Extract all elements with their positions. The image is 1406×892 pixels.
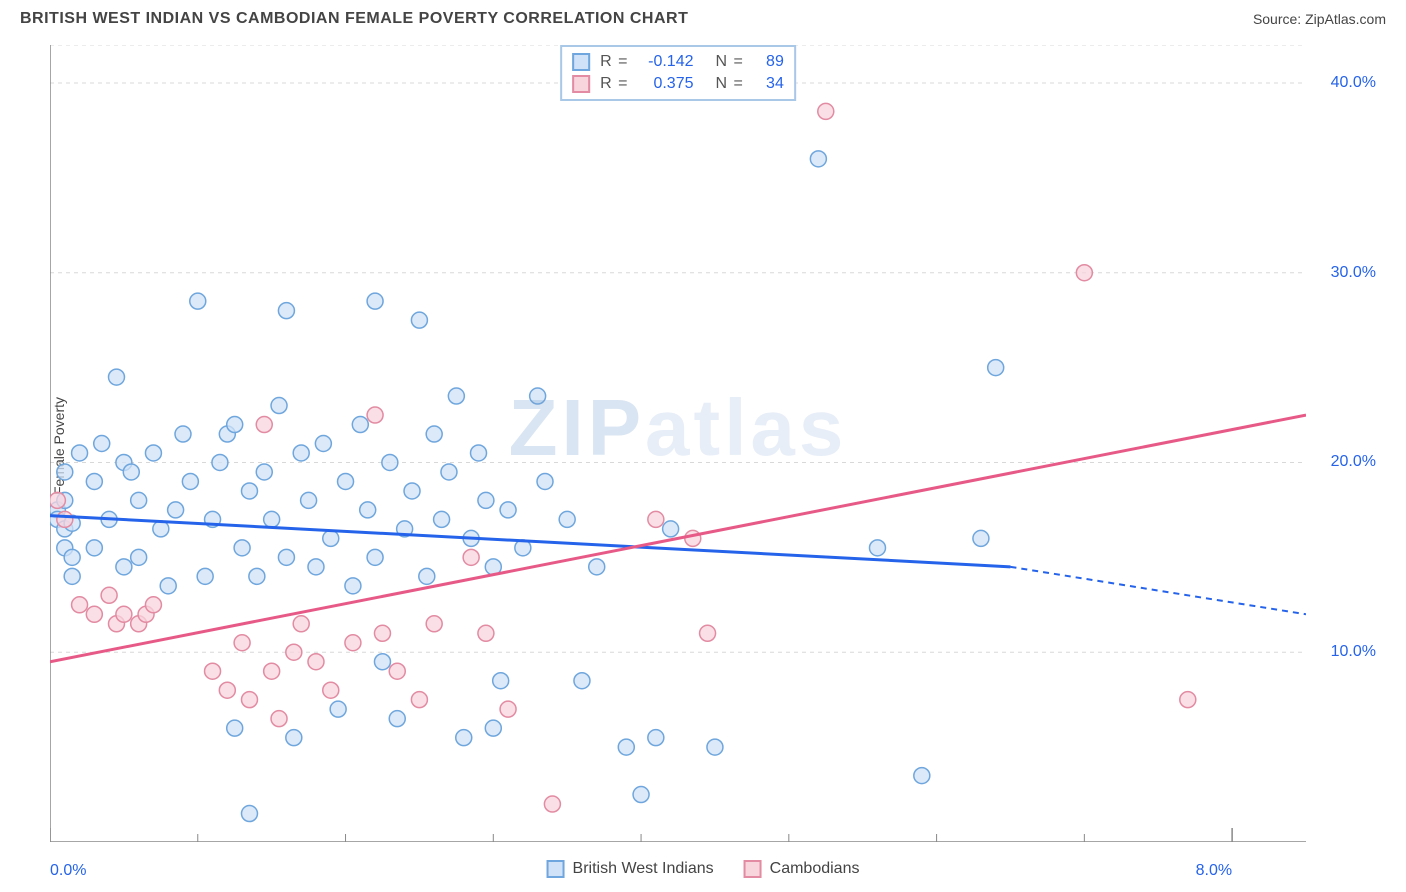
x-tick-label: 0.0% bbox=[50, 862, 86, 880]
stat-r-label: R = bbox=[600, 53, 628, 71]
stat-r-label: R = bbox=[600, 75, 628, 93]
source-attribution: Source: ZipAtlas.com bbox=[1253, 11, 1386, 27]
stat-r-value: -0.142 bbox=[639, 53, 694, 71]
stat-n-label: N = bbox=[716, 53, 744, 71]
stat-r-value: 0.375 bbox=[639, 75, 694, 93]
stats-legend-row: R = -0.142 N = 89 bbox=[572, 51, 784, 73]
series-legend: British West Indians Cambodians bbox=[547, 860, 860, 878]
stat-n-value: 89 bbox=[754, 53, 784, 71]
stats-legend-row: R = 0.375 N = 34 bbox=[572, 73, 784, 95]
y-tick-label: 10.0% bbox=[1331, 643, 1376, 661]
chart-header: BRITISH WEST INDIAN VS CAMBODIAN FEMALE … bbox=[0, 0, 1406, 38]
legend-swatch bbox=[744, 860, 762, 878]
legend-item: British West Indians bbox=[547, 860, 714, 878]
chart-title: BRITISH WEST INDIAN VS CAMBODIAN FEMALE … bbox=[20, 10, 688, 28]
y-tick-label: 30.0% bbox=[1331, 264, 1376, 282]
source-prefix: Source: bbox=[1253, 11, 1305, 27]
x-tick-label: 8.0% bbox=[1196, 862, 1232, 880]
legend-label: Cambodians bbox=[770, 860, 860, 878]
stat-n-value: 34 bbox=[754, 75, 784, 93]
scatter-plot bbox=[50, 45, 1306, 842]
chart-area: ZIPatlas R =-0.142N =89R =0.375N =34 10.… bbox=[50, 45, 1306, 842]
legend-swatch bbox=[547, 860, 565, 878]
legend-label: British West Indians bbox=[573, 860, 714, 878]
y-tick-label: 40.0% bbox=[1331, 74, 1376, 92]
stat-n-label: N = bbox=[716, 75, 744, 93]
legend-item: Cambodians bbox=[744, 860, 860, 878]
stats-legend: R = -0.142 N = 89 R = 0.375 N = 34 bbox=[560, 45, 796, 101]
source-link[interactable]: ZipAtlas.com bbox=[1305, 11, 1386, 27]
legend-swatch bbox=[572, 75, 590, 93]
y-tick-label: 20.0% bbox=[1331, 453, 1376, 471]
legend-swatch bbox=[572, 53, 590, 71]
